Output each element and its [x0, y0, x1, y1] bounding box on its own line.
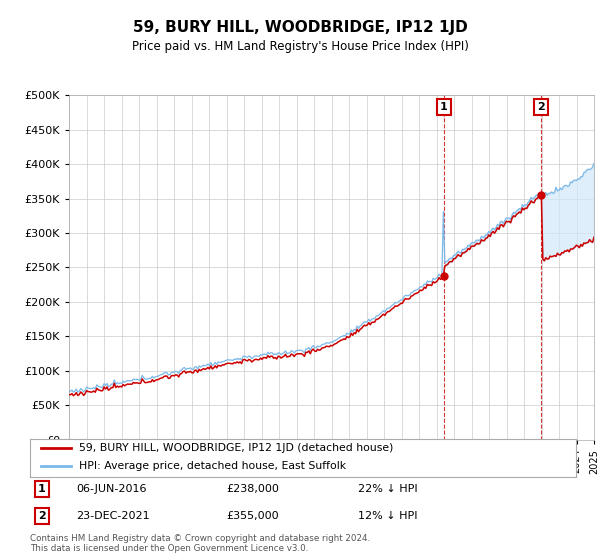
- Text: 59, BURY HILL, WOODBRIDGE, IP12 1JD (detached house): 59, BURY HILL, WOODBRIDGE, IP12 1JD (det…: [79, 443, 394, 453]
- Text: 23-DEC-2021: 23-DEC-2021: [76, 511, 150, 521]
- Text: 2: 2: [38, 511, 46, 521]
- Text: £238,000: £238,000: [227, 484, 280, 494]
- Text: 22% ↓ HPI: 22% ↓ HPI: [358, 484, 417, 494]
- Text: 1: 1: [38, 484, 46, 494]
- Text: 2: 2: [537, 102, 545, 112]
- Text: Contains HM Land Registry data © Crown copyright and database right 2024.
This d: Contains HM Land Registry data © Crown c…: [30, 534, 370, 553]
- Text: HPI: Average price, detached house, East Suffolk: HPI: Average price, detached house, East…: [79, 461, 346, 472]
- Text: Price paid vs. HM Land Registry's House Price Index (HPI): Price paid vs. HM Land Registry's House …: [131, 40, 469, 53]
- Text: £355,000: £355,000: [227, 511, 279, 521]
- Text: 12% ↓ HPI: 12% ↓ HPI: [358, 511, 417, 521]
- Text: 59, BURY HILL, WOODBRIDGE, IP12 1JD: 59, BURY HILL, WOODBRIDGE, IP12 1JD: [133, 20, 467, 35]
- Text: 1: 1: [440, 102, 448, 112]
- Text: 06-JUN-2016: 06-JUN-2016: [76, 484, 147, 494]
